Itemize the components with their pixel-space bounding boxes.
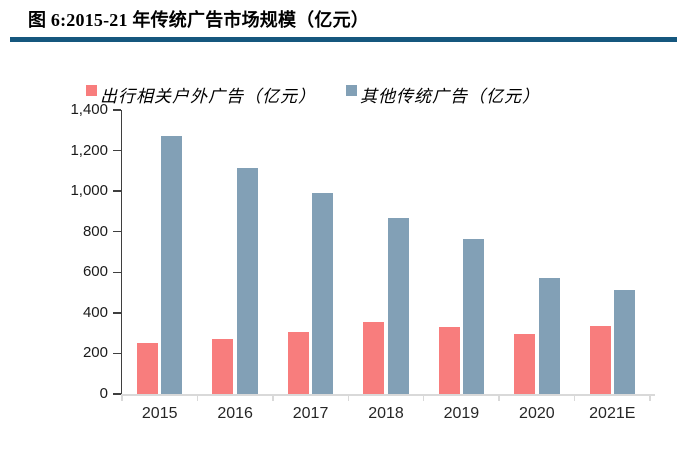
x-axis-label-2020: 2020 — [519, 405, 555, 422]
y-axis-tick-label: 400 — [82, 303, 108, 321]
y-axis-tick — [112, 271, 121, 274]
x-axis-tick — [498, 395, 500, 401]
bar-出行相关户外广告（亿元）-2019 — [438, 327, 460, 394]
bar-其他传统广告（亿元）-2017 — [312, 193, 334, 394]
x-axis-tick — [347, 395, 350, 401]
x-axis-tick — [196, 395, 199, 401]
y-axis-line — [120, 110, 122, 394]
y-axis-tick-label: 1,200 — [70, 141, 108, 159]
bar-其他传统广告（亿元）-2018 — [387, 217, 409, 394]
legend-swatch-transit-outdoor-ads — [86, 85, 97, 96]
x-axis-label-2018: 2018 — [368, 405, 404, 422]
y-axis-tick-label: 1,400 — [70, 101, 108, 118]
bar-其他传统广告（亿元）-2016 — [236, 167, 258, 394]
bar-出行相关户外广告（亿元）-2021E — [589, 326, 611, 394]
y-axis-tick-label: 600 — [82, 263, 108, 281]
figure-title: 图 6:2015-21 年传统广告市场规模（亿元） — [28, 10, 369, 30]
x-axis-label-2015: 2015 — [141, 405, 178, 422]
y-axis-tick — [112, 393, 121, 395]
x-axis-tick — [272, 395, 274, 401]
x-axis-label-2017: 2017 — [292, 405, 329, 422]
legend-label-transit-outdoor-ads: 出行相关户外广告（亿元） — [100, 87, 316, 106]
bar-出行相关户外广告（亿元）-2020 — [514, 334, 536, 394]
x-axis-label-2021E: 2021E — [589, 405, 636, 422]
legend-swatch-other-traditional-ads — [346, 85, 357, 96]
bar-出行相关户外广告（亿元）-2018 — [363, 321, 385, 394]
bar-其他传统广告（亿元）-2015 — [161, 136, 183, 394]
y-axis-tick-label: 800 — [82, 222, 108, 240]
title-divider-rule — [10, 37, 677, 42]
legend-label-other-traditional-ads: 其他传统广告（亿元） — [360, 87, 540, 106]
y-axis-tick-label: 0 — [99, 385, 108, 402]
chart-legend: 出行相关户外广告（亿元） 其他传统广告（亿元） — [86, 82, 540, 107]
y-axis-tick — [112, 109, 121, 111]
bar-其他传统广告（亿元）-2019 — [463, 238, 485, 394]
y-axis-tick-label: 1,000 — [70, 182, 108, 200]
bar-其他传统广告（亿元）-2020 — [538, 278, 560, 394]
bar-出行相关户外广告（亿元）-2015 — [136, 343, 158, 394]
y-axis-tick — [112, 230, 121, 233]
y-axis-tick — [112, 149, 121, 152]
x-axis-tick — [121, 395, 123, 401]
x-axis-tick — [649, 395, 651, 401]
x-axis-label-2019: 2019 — [443, 405, 480, 422]
bar-出行相关户外广告（亿元）-2017 — [287, 332, 309, 394]
x-axis-line — [120, 394, 655, 396]
y-axis-tick — [112, 190, 121, 192]
y-axis-tick — [112, 312, 121, 314]
y-axis-tick-label: 200 — [82, 344, 108, 362]
x-axis-tick — [422, 395, 425, 401]
x-axis-label-2016: 2016 — [217, 405, 253, 422]
legend-item-other-traditional-ads: 其他传统广告（亿元） — [346, 82, 540, 107]
bar-其他传统广告（亿元）-2021E — [614, 289, 636, 394]
legend-item-transit-outdoor-ads: 出行相关户外广告（亿元） — [86, 82, 316, 107]
bar-出行相关户外广告（亿元）-2016 — [212, 339, 234, 394]
y-axis-tick — [112, 352, 121, 355]
x-axis-tick — [573, 395, 576, 401]
